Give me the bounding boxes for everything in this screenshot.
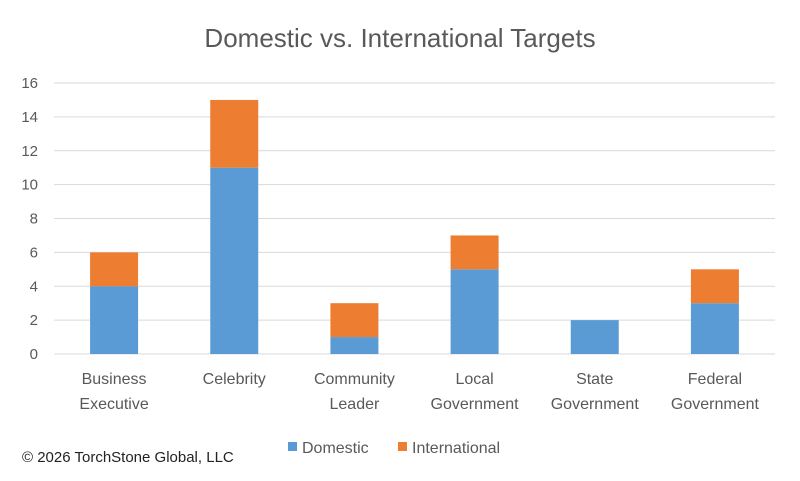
x-category-label: Federal Government <box>671 371 760 413</box>
y-tick-label: 12 <box>21 143 38 160</box>
bar-international-5 <box>690 269 739 304</box>
copyright-text: © 2026 TorchStone Global, LLC <box>22 449 234 466</box>
x-category-label-line: Celebrity <box>203 371 266 388</box>
y-tick-label: 10 <box>21 177 38 194</box>
y-tick-label: 8 <box>30 211 38 228</box>
gridlines <box>54 82 775 355</box>
bar-domestic-4 <box>570 320 619 354</box>
bar-domestic-3 <box>450 269 499 354</box>
y-tick-label: 14 <box>21 109 38 126</box>
bar-domestic-1 <box>210 167 259 354</box>
y-axis-ticks: 0 2 4 6 8 10 12 14 16 <box>21 75 38 363</box>
x-category-label-line: State <box>576 371 613 388</box>
x-axis-labels: Business Executive Celebrity Community Leade… <box>79 371 759 413</box>
x-category-label-line: Community <box>314 371 395 388</box>
x-category-label-line: Business <box>82 371 147 388</box>
y-tick-label: 2 <box>30 312 38 329</box>
y-tick-label: 4 <box>30 278 38 295</box>
x-category-label-line: Federal <box>688 371 742 388</box>
legend-swatch-international <box>398 442 407 451</box>
y-tick-label: 6 <box>30 244 38 261</box>
x-category-label: Celebrity <box>203 371 266 388</box>
legend: Domestic International <box>288 440 500 457</box>
legend-label-international: International <box>412 440 500 457</box>
x-category-label: Local Government <box>431 371 520 413</box>
bar-international-1 <box>210 99 259 168</box>
x-category-label-line: Leader <box>330 396 380 413</box>
bar-domestic-5 <box>690 303 739 354</box>
x-category-label-line: Executive <box>79 396 148 413</box>
legend-swatch-domestic <box>288 442 297 451</box>
bar-international-3 <box>450 235 499 270</box>
bar-domestic-2 <box>330 337 379 354</box>
x-category-label: Business Executive <box>79 371 148 413</box>
legend-label-domestic: Domestic <box>302 440 369 457</box>
y-tick-label: 0 <box>30 346 38 363</box>
x-category-label-line: Government <box>551 396 640 413</box>
x-category-label: State Government <box>551 371 640 413</box>
y-tick-label: 16 <box>21 75 38 92</box>
x-category-label-line: Local <box>455 371 493 388</box>
x-category-label: Community Leader <box>314 371 395 413</box>
x-category-label-line: Government <box>671 396 760 413</box>
chart-title: Domestic vs. International Targets <box>204 23 595 53</box>
bar-international-0 <box>90 252 139 287</box>
bars <box>90 99 739 354</box>
bar-domestic-0 <box>90 286 139 354</box>
x-category-label-line: Government <box>431 396 520 413</box>
bar-international-2 <box>330 303 379 338</box>
